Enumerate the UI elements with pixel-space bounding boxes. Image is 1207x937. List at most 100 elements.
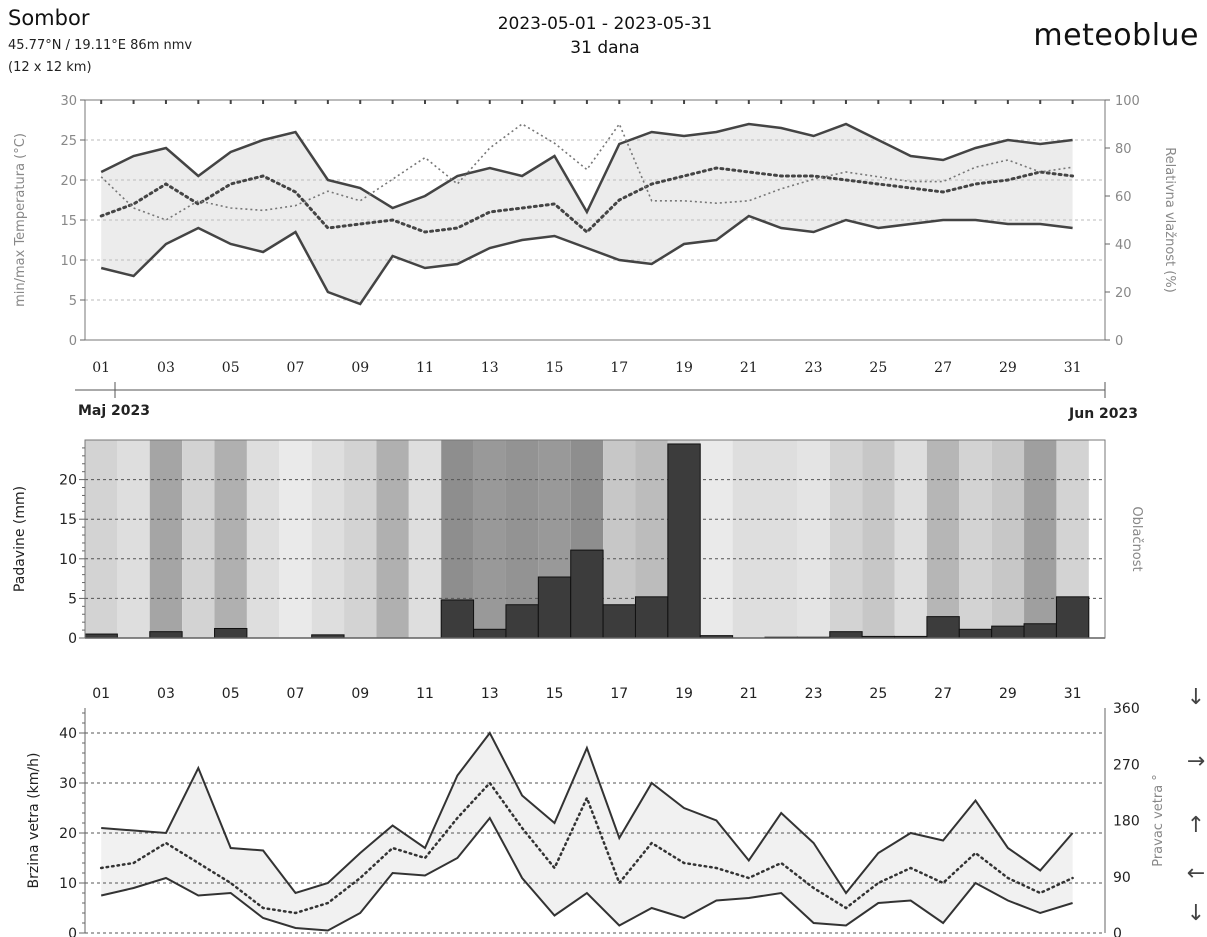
precip-plot-frame <box>84 439 1106 639</box>
cloud-cover-axis-title: Oblačnost <box>1129 506 1144 571</box>
precip-y-tick-label: 15 <box>59 512 77 528</box>
date-tick-label: 31 <box>1064 686 1082 702</box>
series-relative-humidity <box>100 122 1073 221</box>
date-tick-label: 05 <box>222 686 240 702</box>
cloud-cover-stripe <box>473 440 506 638</box>
direction-y-tick-label: 0 <box>1113 926 1122 937</box>
date-tick-label: 23 <box>805 686 823 702</box>
precipitation-bar <box>991 625 1025 639</box>
wind-y-tick-label: 10 <box>59 876 77 892</box>
location-name: Sombor <box>8 6 90 30</box>
wind-direction-arrow-icon: → <box>1187 749 1205 774</box>
date-tick-label: 15 <box>546 686 564 702</box>
brand-logo: meteoblue <box>1033 18 1199 53</box>
precipitation-bar <box>537 576 572 639</box>
date-tick-label: 25 <box>869 686 887 702</box>
date-tick-label: 19 <box>675 360 693 376</box>
series-mean-temperature <box>99 166 1075 235</box>
cloud-cover-stripe <box>182 440 215 638</box>
series-max-wind-speed <box>101 731 1074 895</box>
humidity-y-axis-title: Relativna vlažnost (%) <box>1162 147 1177 293</box>
date-tick-label: 19 <box>675 686 693 702</box>
precipitation-chart: 0 5 10 15 20 Padavine (mm) Oblačnost <box>12 439 1144 647</box>
wind-direction-arrow-icon: ↓ <box>1187 901 1205 926</box>
date-tick-label: 07 <box>287 686 305 702</box>
date-tick-label: 17 <box>610 360 628 376</box>
cloud-cover-stripe <box>117 440 150 638</box>
cloud-cover-stripe <box>732 440 765 638</box>
cloud-cover-stripe <box>246 440 280 638</box>
date-tick-label: 13 <box>481 686 499 702</box>
cloud-cover-stripe <box>797 440 830 638</box>
cloud-cover-stripe <box>959 440 992 638</box>
cloud-cover-stripe <box>311 440 345 638</box>
precip-y-axis-title: Padavine (mm) <box>12 486 28 592</box>
direction-y-tick-label: 180 <box>1113 814 1140 830</box>
grid-resolution: (12 x 12 km) <box>8 60 92 75</box>
humidity-y-tick-label: 20 <box>1115 286 1132 301</box>
precipitation-bar <box>634 596 669 639</box>
cloud-cover-stripe <box>279 440 312 638</box>
date-tick-label: 17 <box>610 686 628 702</box>
date-tick-label: 01 <box>92 686 110 702</box>
month-end-label: Jun 2023 <box>1068 406 1138 422</box>
direction-y-tick-label: 360 <box>1113 701 1140 717</box>
wind-direction-arrow-icon: ← <box>1187 861 1205 886</box>
date-tick-label: 23 <box>805 360 823 376</box>
precip-y-tick-label: 10 <box>59 552 77 568</box>
precipitation-bar <box>214 627 248 639</box>
temp-y-tick-label: 30 <box>60 94 77 109</box>
humidity-y-tick-label: 0 <box>1115 334 1123 349</box>
humidity-y-tick-label: 60 <box>1115 190 1132 205</box>
cloud-cover-stripe <box>926 440 960 638</box>
wind-direction-arrow-icon: ↓ <box>1187 685 1205 710</box>
date-tick-label: 21 <box>740 686 758 702</box>
precipitation-bar <box>149 631 183 639</box>
wind-y-axis-title: Brzina vetra (km/h) <box>26 753 42 889</box>
cloud-cover-stripe <box>700 440 733 638</box>
cloud-cover-stripe <box>214 440 247 638</box>
humidity-y-tick-label: 80 <box>1115 142 1132 157</box>
series-min-wind-speed <box>100 816 1073 932</box>
date-tick-label: 07 <box>287 360 305 376</box>
wind-y-tick-label: 0 <box>68 926 77 937</box>
cloud-cover-stripe <box>991 440 1025 638</box>
date-tick-label: 21 <box>740 360 758 376</box>
date-tick-label: 31 <box>1064 360 1082 376</box>
direction-y-tick-label: 270 <box>1113 757 1140 773</box>
cloud-cover-stripe <box>408 440 442 638</box>
precip-y-tick-label: 20 <box>59 473 77 489</box>
precipitation-bar <box>829 631 863 639</box>
date-tick-label: 29 <box>999 686 1017 702</box>
precip-y-tick-label: 5 <box>68 591 77 607</box>
wind-chart: 01 03 05 07 09 11 13 15 17 19 21 23 25 27 29 31 0 10 20 30 4… <box>26 685 1205 937</box>
temp-y-tick-label: 10 <box>60 254 77 269</box>
date-tick-label: 03 <box>157 360 175 376</box>
precipitation-bar <box>602 604 636 639</box>
cloud-cover-stripe <box>829 440 863 638</box>
precip-y-tick-label: 0 <box>68 631 77 647</box>
date-tick-label: 11 <box>416 360 434 376</box>
precipitation-bar <box>1055 596 1090 639</box>
date-tick-label: 03 <box>157 686 175 702</box>
temp-y-axis-title: min/max Temperatura (°C) <box>13 133 28 307</box>
date-tick-label: 15 <box>546 360 564 376</box>
precipitation-bar <box>1023 623 1057 639</box>
wind-y-tick-label: 30 <box>59 776 77 792</box>
wind-y-tick-label: 40 <box>59 726 77 742</box>
cloud-cover-stripe <box>765 440 798 638</box>
precipitation-bar <box>505 604 539 639</box>
month-start-label: Maj 2023 <box>78 403 150 419</box>
date-tick-label: 13 <box>481 360 499 376</box>
date-tick-label: 27 <box>934 360 952 376</box>
humidity-y-tick-label: 40 <box>1115 238 1132 253</box>
precipitation-bar <box>570 549 604 639</box>
series-min-temperature <box>100 214 1073 306</box>
series-mean-wind-speed <box>99 781 1074 915</box>
precipitation-bar <box>958 628 993 639</box>
series-max-temperature <box>100 122 1073 215</box>
precipitation-bar <box>926 616 960 639</box>
cloud-cover-stripe <box>344 440 377 638</box>
